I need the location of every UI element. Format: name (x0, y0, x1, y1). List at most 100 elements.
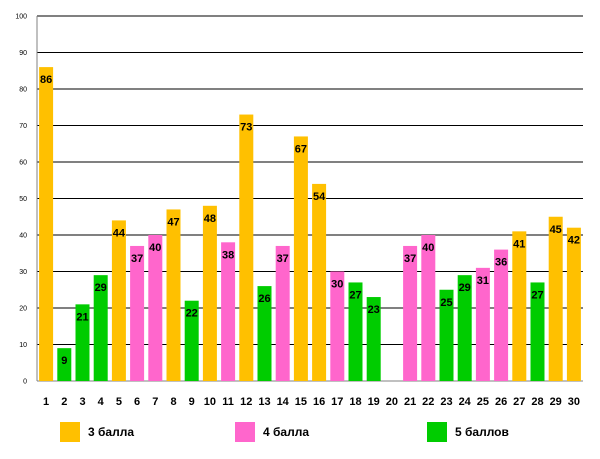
x-tick-label: 9 (189, 396, 195, 408)
x-tick-label: 26 (495, 396, 507, 408)
data-label: 21 (76, 311, 88, 323)
legend-label-3: 3 балла (88, 425, 135, 439)
x-tick-label: 10 (204, 396, 216, 408)
bar (548, 216, 563, 381)
x-tick-label: 21 (404, 396, 416, 408)
x-tick-label: 6 (134, 396, 140, 408)
bar (512, 231, 527, 381)
y-tick-label: 20 (19, 306, 27, 313)
bar (221, 242, 236, 381)
data-label: 29 (95, 282, 107, 294)
data-label: 67 (295, 143, 307, 155)
bar (530, 282, 545, 381)
x-tick-label: 28 (531, 396, 543, 408)
data-label: 40 (422, 242, 434, 254)
bar (130, 245, 145, 381)
bar (330, 271, 345, 381)
legend-entry-5: 5 баллов (427, 422, 509, 442)
x-tick-label: 18 (349, 396, 361, 408)
legend-label-4: 4 балла (263, 425, 310, 439)
legend-label-5: 5 баллов (455, 425, 509, 439)
data-label: 27 (349, 289, 361, 301)
x-tick-label: 16 (313, 396, 325, 408)
y-tick-label: 90 (19, 50, 27, 57)
bar (457, 275, 472, 381)
axes (36, 16, 583, 382)
y-tick-label: 10 (19, 342, 27, 349)
x-tick-label: 5 (116, 396, 122, 408)
data-label: 41 (513, 238, 525, 250)
data-label: 26 (258, 293, 270, 305)
x-tick-label: 19 (368, 396, 380, 408)
gridlines (37, 15, 583, 345)
data-label: 38 (222, 249, 234, 261)
x-tick-label: 14 (277, 396, 290, 408)
data-label: 27 (531, 289, 543, 301)
x-tick-label: 29 (550, 396, 562, 408)
data-label: 47 (167, 216, 179, 228)
x-tick-label: 22 (422, 396, 434, 408)
data-label: 37 (404, 253, 416, 265)
data-label: 86 (40, 74, 52, 86)
data-label: 54 (313, 191, 326, 203)
legend-entry-4: 4 балла (235, 422, 309, 442)
x-tick-label: 23 (440, 396, 452, 408)
y-tick-label: 40 (19, 233, 27, 240)
x-tick-label: 1 (43, 396, 49, 408)
data-label: 31 (477, 275, 489, 287)
data-label: 25 (440, 297, 452, 309)
data-label: 45 (550, 224, 562, 236)
x-tick-label: 17 (331, 396, 343, 408)
data-label: 42 (568, 235, 580, 247)
y-tick-label: 100 (15, 14, 27, 21)
bar (312, 183, 327, 381)
x-tick-label: 24 (459, 396, 472, 408)
data-label: 9 (61, 355, 67, 367)
data-labels: 86 9 21 29 44 37 40 47 22 48 38 73 26 37 67 54 30 27 23 37 4… (40, 74, 580, 367)
bar (75, 304, 90, 381)
data-label: 23 (368, 304, 380, 316)
bar (166, 209, 181, 381)
x-tick-label: 13 (258, 396, 270, 408)
bar (111, 220, 126, 381)
data-label: 30 (331, 279, 343, 291)
bar (202, 205, 217, 381)
data-label: 48 (204, 213, 216, 225)
y-tick-label: 80 (19, 87, 27, 94)
legend-swatch-5 (427, 422, 447, 442)
x-tick-label: 11 (222, 396, 234, 408)
data-label: 22 (186, 308, 198, 320)
x-tick-label: 4 (98, 396, 105, 408)
bar (257, 286, 272, 381)
bar (275, 245, 290, 381)
x-tick-labels: 1 2 3 4 5 6 7 8 9 10 11 12 13 14 15 16 17 18 19 20 21 22 23 24 2… (43, 396, 580, 408)
y-tick-label: 30 (19, 269, 27, 276)
x-tick-label: 25 (477, 396, 489, 408)
data-label: 40 (149, 242, 161, 254)
bar (403, 245, 418, 381)
y-tick-label: 50 (19, 196, 27, 203)
bar (566, 227, 581, 381)
bar (57, 348, 72, 381)
legend-swatch-3 (60, 422, 80, 442)
x-tick-label: 12 (240, 396, 252, 408)
bar (184, 300, 199, 381)
bar (439, 289, 454, 381)
data-label: 73 (240, 122, 252, 134)
bar (366, 297, 381, 381)
bar (421, 235, 436, 381)
x-tick-label: 30 (568, 396, 580, 408)
legend-swatch-4 (235, 422, 255, 442)
x-tick-label: 3 (79, 396, 85, 408)
y-tick-label: 70 (19, 123, 27, 130)
data-label: 36 (495, 257, 507, 269)
y-tick-labels: 0 10 20 30 40 50 60 70 80 90 100 (15, 14, 27, 386)
y-tick-label: 0 (23, 379, 27, 386)
bar (293, 136, 308, 381)
data-label: 37 (131, 253, 143, 265)
x-tick-label: 8 (170, 396, 176, 408)
x-tick-label: 2 (61, 396, 67, 408)
bar (148, 235, 163, 381)
